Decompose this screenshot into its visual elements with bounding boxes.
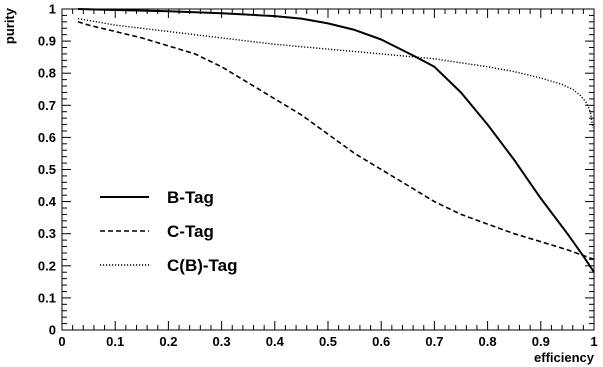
y-tick-label: 0.8 [38, 66, 56, 81]
x-tick-label: 0.1 [106, 334, 124, 349]
legend-label-c-tag: C-Tag [167, 222, 214, 241]
x-tick-label: 0 [58, 334, 65, 349]
y-tick-label: 0.5 [38, 162, 56, 177]
y-tick-label: 0.6 [38, 130, 56, 145]
x-tick-label: 0.4 [266, 334, 285, 349]
series-layer [77, 8, 595, 273]
x-tick-label: 0.6 [372, 334, 390, 349]
x-tick-label: 0.3 [213, 334, 231, 349]
legend-label-c-b-tag: C(B)-Tag [167, 256, 238, 275]
ticks-layer: 0 0.1 0.2 0.3 0.4 0.5 0.6 0.7 0.8 0.9 1 0 0.1 0.2 0.3 0… [38, 2, 598, 350]
y-tick-label: 0.3 [38, 226, 56, 241]
y-tick-label: 0.1 [38, 290, 56, 305]
plot-frame [61, 8, 595, 331]
x-tick-label: 0.8 [479, 334, 497, 349]
x-tick-label: 0.9 [532, 334, 550, 349]
y-tick-label: 0.7 [38, 98, 56, 113]
x-tick-label: 0.7 [425, 334, 443, 349]
series-line-c-tag [77, 21, 595, 261]
y-tick-label: 0.9 [38, 34, 56, 49]
plot-border [61, 8, 595, 331]
series-line-b-tag [77, 8, 595, 273]
series-line-c-b-tag [77, 17, 594, 128]
y-tick-label: 1 [49, 2, 56, 17]
legend-label-b-tag: B-Tag [167, 188, 214, 207]
legend: B-Tag C-Tag C(B)-Tag [100, 188, 238, 275]
x-tick-label: 0.5 [319, 334, 337, 349]
x-tick-label: 1 [590, 334, 597, 349]
y-tick-label: 0.2 [38, 258, 56, 273]
x-axis-title: efficiency [534, 350, 595, 365]
y-axis-title: purity [2, 7, 17, 44]
x-tick-label: 0.2 [159, 334, 177, 349]
y-tick-label: 0 [49, 323, 56, 338]
y-tick-label: 0.4 [38, 194, 57, 209]
